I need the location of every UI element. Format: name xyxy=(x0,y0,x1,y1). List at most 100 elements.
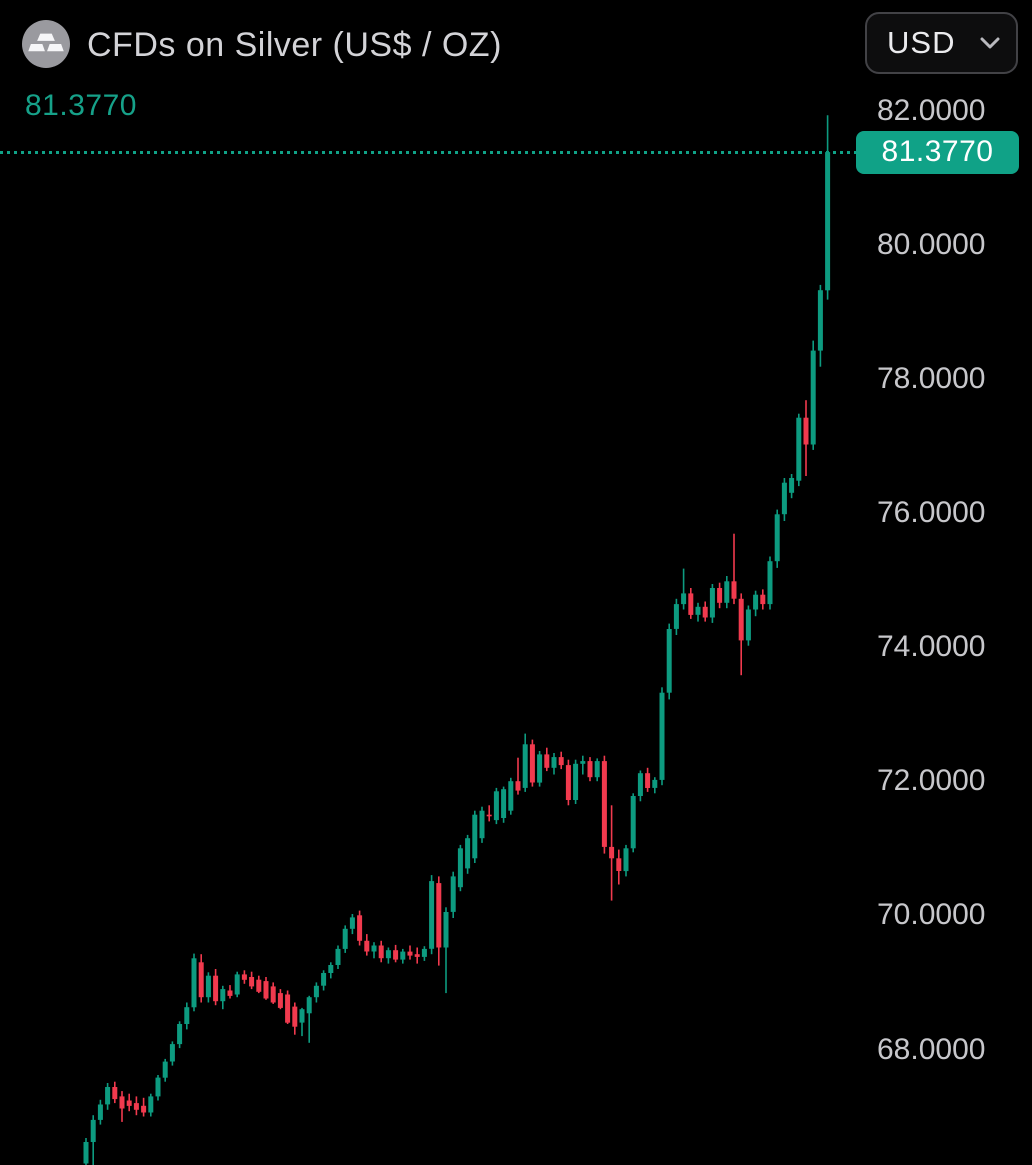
candle-body xyxy=(371,945,377,952)
candle-body xyxy=(825,152,831,291)
candle-body xyxy=(501,789,507,818)
candle-body xyxy=(421,948,427,957)
candle-body xyxy=(637,773,643,796)
candle-body xyxy=(465,838,471,869)
candle-body xyxy=(544,754,550,768)
candle-body xyxy=(753,594,759,610)
candle-body xyxy=(162,1061,168,1078)
candle-body xyxy=(767,561,773,605)
candle-body xyxy=(594,761,600,778)
candle-body xyxy=(515,781,521,791)
candle-body xyxy=(724,581,730,603)
candle-body xyxy=(141,1105,147,1113)
price-axis-label: 82.0000 xyxy=(877,93,986,127)
candle-body xyxy=(796,417,802,481)
candle-body xyxy=(429,881,435,949)
candle-body xyxy=(177,1024,183,1045)
candle-body xyxy=(292,1006,298,1027)
candle-body xyxy=(249,977,255,987)
candle-body xyxy=(479,810,485,839)
candle-body xyxy=(537,754,543,783)
chevron-down-icon xyxy=(980,37,1000,48)
candle-body xyxy=(126,1100,132,1106)
candle-body xyxy=(97,1104,103,1120)
candle-body xyxy=(803,417,809,445)
candle-body xyxy=(105,1087,111,1105)
candle-body xyxy=(709,588,715,618)
candle-body xyxy=(443,912,449,948)
price-axis-label: 70.0000 xyxy=(877,898,986,932)
candle-body xyxy=(213,975,219,1002)
page-title: CFDs on Silver (US$ / OZ) xyxy=(87,26,502,64)
candle-body xyxy=(400,951,406,960)
candle-body xyxy=(220,989,226,1002)
candle-body xyxy=(393,950,399,960)
candle-body xyxy=(407,951,413,956)
candle-body xyxy=(565,765,571,800)
candle-body xyxy=(198,962,204,998)
candle-body xyxy=(378,945,384,959)
candle-body xyxy=(119,1096,125,1109)
price-axis-label: 72.0000 xyxy=(877,764,986,798)
price-axis-label: 68.0000 xyxy=(877,1032,986,1066)
header: CFDs on Silver (US$ / OZ) 81.3770 xyxy=(0,0,1032,130)
candle-body xyxy=(587,761,593,778)
last-price-value: 81.3770 xyxy=(25,89,137,122)
candle-body xyxy=(702,606,708,618)
candle-body xyxy=(681,593,687,605)
candle-body xyxy=(385,950,391,959)
candle-body xyxy=(717,588,723,603)
candle-body xyxy=(558,757,564,766)
candle-body xyxy=(328,965,334,973)
candle-body xyxy=(457,848,463,888)
candle-body xyxy=(306,997,312,1014)
candle-body xyxy=(486,814,492,817)
candle-body xyxy=(335,948,341,965)
candle-body xyxy=(774,514,780,562)
candle-body xyxy=(673,604,679,629)
candle-body xyxy=(148,1096,154,1113)
candle-body xyxy=(522,744,528,788)
candle-body xyxy=(745,609,751,641)
candle-body xyxy=(342,928,348,949)
candle-body xyxy=(789,478,795,493)
candle-body xyxy=(616,858,622,871)
price-axis-label: 74.0000 xyxy=(877,630,986,664)
candle-body xyxy=(810,350,816,445)
candle-body xyxy=(493,791,499,821)
price-axis-label: 80.0000 xyxy=(877,227,986,261)
candle-body xyxy=(580,761,586,764)
current-price-badge: 81.3770 xyxy=(856,130,1019,174)
candle-body xyxy=(436,883,442,948)
candle-body xyxy=(472,814,478,859)
candle-body xyxy=(508,781,514,811)
currency-selected-value: USD xyxy=(887,25,956,60)
candle-body xyxy=(191,958,197,1008)
candle-body xyxy=(760,594,766,605)
candle-body xyxy=(357,915,363,941)
candle-body xyxy=(738,598,744,641)
candle-body xyxy=(155,1077,161,1097)
candle-body xyxy=(256,979,262,992)
last-price-dotted-line xyxy=(0,150,856,154)
silver-ingots-icon xyxy=(22,20,70,68)
candle-body xyxy=(731,581,737,599)
candle-body xyxy=(817,290,823,351)
candle-body xyxy=(659,692,665,780)
candle-body xyxy=(133,1103,139,1110)
candle-body xyxy=(184,1007,190,1024)
candle-body xyxy=(112,1087,118,1100)
candle-body xyxy=(630,796,636,849)
candle-body xyxy=(169,1044,175,1062)
candle-body xyxy=(241,974,247,980)
candle-body xyxy=(529,744,535,783)
candle-body xyxy=(551,757,557,768)
currency-selector[interactable]: USD xyxy=(865,12,1018,74)
candle-body xyxy=(623,848,629,872)
candle-body xyxy=(349,917,355,929)
candle-body xyxy=(234,974,240,995)
candle-body xyxy=(414,954,420,957)
candle-body xyxy=(285,994,291,1023)
